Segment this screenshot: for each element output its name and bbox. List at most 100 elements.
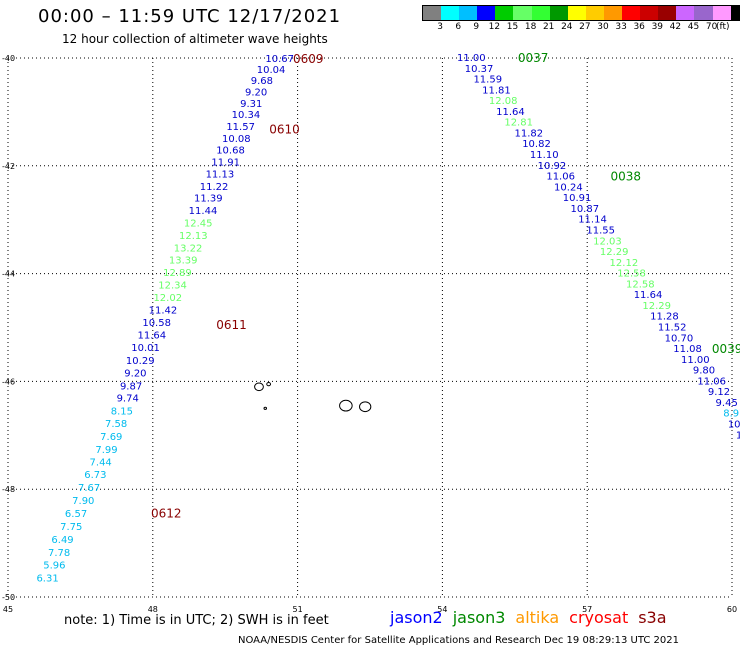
wave-height-value: 12.89 (163, 268, 192, 279)
color-swatch (513, 6, 532, 20)
color-scale-tick: 45 (687, 22, 700, 32)
color-scale-tick: 27 (579, 22, 591, 32)
wave-height-value: 10.82 (522, 139, 551, 150)
wave-height-value: 12.03 (593, 236, 622, 247)
wave-height-value: 11.22 (200, 182, 229, 193)
wave-height-value: 9.80 (693, 366, 715, 377)
wave-height-value: 9.20 (245, 87, 267, 98)
satellite-legend-item: cryosat (569, 608, 629, 627)
wave-height-value: 7.67 (78, 483, 100, 494)
lat-tick-label: -44 (2, 270, 15, 279)
wave-height-value: 11.44 (189, 206, 218, 217)
wave-height-value: 10.01 (131, 343, 160, 354)
satellite-legend-item: jason2 (390, 608, 443, 627)
wave-height-value: 8.97 (723, 409, 740, 420)
color-swatch (640, 6, 659, 20)
color-scale-tick: 3 (437, 22, 443, 32)
wave-height-value: 10.29 (126, 356, 155, 367)
map-axis-labels: 45 48 51 54 57 60 -40 -42 -44 -46 -48 -50 (2, 54, 737, 614)
wave-height-value: 9.74 (117, 394, 139, 405)
wave-height-value: 11.42 (149, 305, 178, 316)
wave-height-value: 11.82 (514, 128, 543, 139)
wave-height-value: 7.99 (95, 445, 117, 456)
color-swatch (622, 6, 641, 20)
wave-height-value: 10.24 (554, 182, 583, 193)
color-swatch (712, 6, 731, 20)
wave-height-value: 12.08 (489, 96, 518, 107)
wave-height-value: 12.81 (504, 118, 533, 129)
chart-subtitle: 12 hour collection of altimeter wave hei… (62, 32, 328, 46)
wave-height-value: 11.64 (496, 107, 525, 118)
wave-height-value: 12.45 (184, 218, 213, 229)
units-note: note: 1) Time is in UTC; 2) SWH is in fe… (64, 613, 329, 628)
color-swatch (567, 6, 586, 20)
color-scale-bar (422, 5, 740, 21)
wave-height-value: 11.00 (681, 355, 710, 366)
color-scale-tick: 33 (615, 22, 627, 32)
wave-height-value: 11.06 (546, 172, 575, 183)
wave-height-value: 6.57 (65, 509, 87, 520)
pass-time-label: 0039 (712, 342, 740, 356)
wave-height-value: 10.08 (222, 134, 251, 145)
color-scale-tick: 24 (561, 22, 573, 32)
wave-height-value: 11.28 (650, 312, 679, 323)
wave-height-value: 11.52 (658, 323, 687, 334)
wave-height-value: 10.68 (216, 146, 245, 157)
wave-height-value: 7.58 (105, 419, 127, 430)
credit-line: NOAA/NESDIS Center for Satellite Applica… (238, 635, 680, 646)
pass-time-label: 0037 (518, 51, 549, 65)
color-swatch (549, 6, 568, 20)
wave-height-value: 9.20 (124, 368, 146, 379)
wave-height-value: 9.87 (120, 381, 142, 392)
chart-title: 00:00 – 11:59 UTC 12/17/2021 (38, 6, 342, 27)
satellite-tracks: 10.6710.049.689.209.3110.3411.5710.0810.… (36, 51, 740, 585)
map-grid (7, 57, 733, 598)
color-swatch (730, 6, 740, 20)
wave-height-value: 10.70 (665, 333, 694, 344)
wave-height-value: 12.34 (158, 280, 187, 291)
wave-height-value: 6.73 (84, 470, 106, 481)
pass-time-label: 0610 (269, 123, 300, 137)
lon-tick-label: 51 (293, 605, 303, 614)
lat-tick-label: -42 (2, 162, 15, 171)
wave-height-value: 10.04 (257, 65, 286, 76)
wave-height-value: 10.67 (265, 54, 294, 65)
wave-height-value: 12.58 (626, 279, 655, 290)
wave-height-value: 10.37 (465, 64, 494, 75)
wave-height-value: 11.59 (473, 75, 502, 86)
color-scale-labels: 3 6 9 12 15 18 21 24 27 30 33 36 39 42 45 70 (422, 22, 732, 34)
wave-height-value: 11.39 (194, 194, 223, 205)
wave-height-value: 12.12 (610, 258, 639, 269)
wave-height-value: 10.58 (142, 318, 171, 329)
wave-height-value: 9.68 (251, 76, 273, 87)
color-scale-tick: 70 (705, 22, 718, 32)
wave-height-value: 11.13 (206, 169, 235, 180)
color-swatch (585, 6, 604, 20)
lon-tick-label: 54 (437, 605, 447, 614)
wave-height-value: 8.15 (111, 407, 133, 418)
lon-tick-label: 45 (3, 605, 13, 614)
wave-height-value: 11.00 (457, 53, 486, 64)
pass-time-label: 0038 (611, 170, 642, 184)
color-scale-tick: 36 (633, 22, 645, 32)
wave-height-value: 11.14 (578, 215, 607, 226)
color-swatch (423, 6, 442, 20)
lat-tick-label: -40 (2, 54, 15, 63)
island-outline (263, 406, 268, 410)
wave-height-value: 7.69 (100, 432, 122, 443)
lat-tick-label: -48 (2, 485, 15, 494)
wave-height-value: 12.29 (642, 301, 671, 312)
color-scale-tick: 42 (669, 22, 682, 32)
color-swatch (441, 6, 460, 20)
wave-height-value: 12.02 (153, 293, 182, 304)
wave-height-value: 7.75 (60, 522, 82, 533)
wave-height-value: 9.31 (240, 99, 262, 110)
color-swatch (531, 6, 550, 20)
color-swatch (495, 6, 514, 20)
wave-height-value: 7.44 (90, 457, 112, 468)
wave-height-value: 10.92 (538, 161, 567, 172)
color-swatch (658, 6, 677, 20)
lat-tick-label: -46 (2, 377, 15, 386)
islands (254, 381, 372, 413)
